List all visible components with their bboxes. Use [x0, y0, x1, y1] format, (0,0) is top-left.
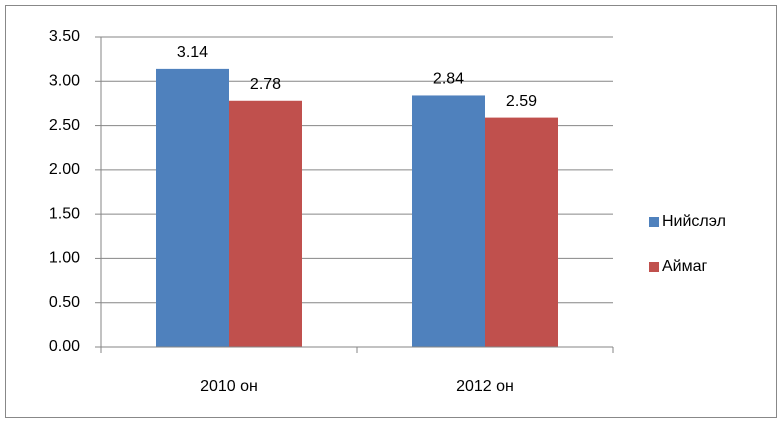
y-tick-label: 0.50: [49, 294, 80, 311]
chart-frame: [5, 5, 777, 418]
legend-label: Нийслэл: [662, 213, 726, 230]
y-tick-label: 1.00: [49, 250, 80, 267]
value-label: 2.84: [433, 71, 464, 88]
legend-swatch: [649, 262, 659, 272]
value-label: 2.59: [506, 93, 537, 110]
bar: [412, 95, 485, 347]
y-tick-label: 3.50: [49, 28, 80, 45]
x-tick-label: 2012 он: [456, 378, 514, 395]
value-label: 3.14: [177, 44, 208, 61]
value-label: 2.78: [250, 76, 281, 93]
x-tick-label: 2010 он: [200, 378, 258, 395]
y-tick-label: 1.50: [49, 205, 80, 222]
legend-label: Аймаг: [662, 258, 708, 275]
y-tick-label: 2.50: [49, 117, 80, 134]
bar: [229, 100, 302, 348]
y-tick-label: 2.00: [49, 161, 80, 178]
legend-swatch: [649, 217, 659, 227]
bar: [156, 68, 229, 347]
bar: [485, 117, 558, 347]
y-tick-label: 0.00: [49, 338, 80, 355]
y-tick-label: 3.00: [49, 73, 80, 90]
